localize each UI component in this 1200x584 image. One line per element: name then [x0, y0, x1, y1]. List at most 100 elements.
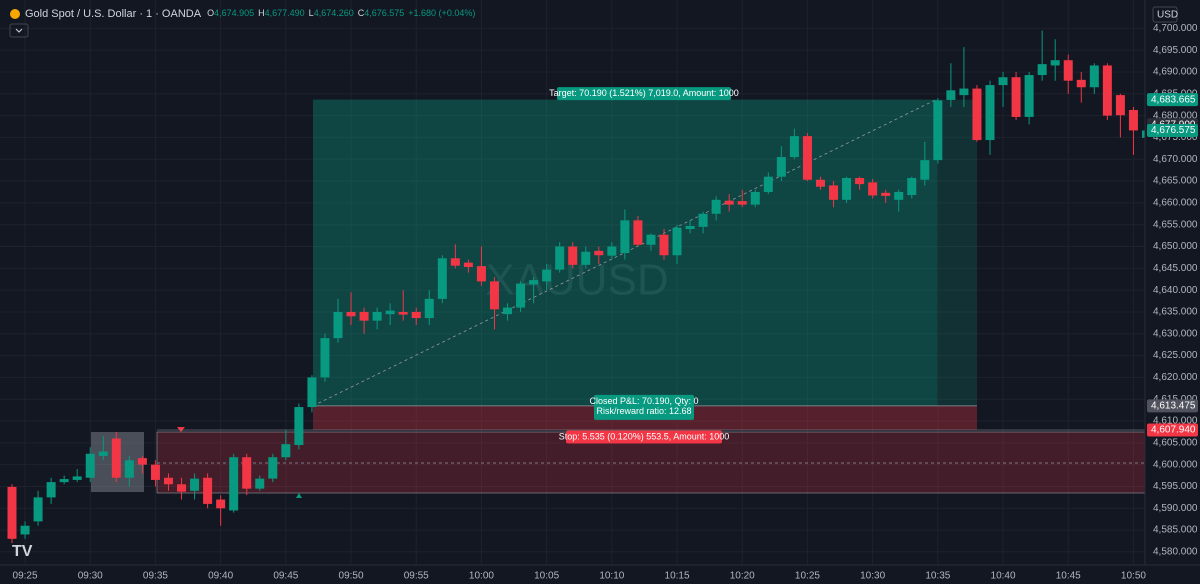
y-tick-label: 4,635.000 — [1153, 307, 1198, 318]
candle-body — [216, 499, 226, 509]
x-tick-label: 09:35 — [143, 571, 168, 582]
candle-body — [398, 311, 408, 315]
header: Gold Spot / U.S. Dollar · 1 · OANDA O4,67… — [25, 8, 475, 20]
candle-body — [450, 258, 460, 266]
price-badge — [1147, 93, 1198, 107]
candle-body — [359, 311, 369, 321]
candle-body — [555, 246, 565, 270]
x-tick-label: 10:05 — [534, 571, 559, 582]
chevron — [15, 28, 23, 33]
candles — [7, 30, 1151, 544]
x-tick-label: 10:40 — [991, 571, 1016, 582]
candle-body — [307, 377, 317, 408]
candle-body — [242, 457, 252, 489]
x-tick-label: 10:00 — [469, 571, 494, 582]
candle-body — [802, 136, 812, 180]
currency: USD — [1157, 10, 1178, 21]
candle-body — [568, 246, 578, 265]
candle-body — [72, 476, 82, 480]
candle-body — [320, 338, 330, 378]
x-tick-label: 09:45 — [273, 571, 298, 582]
price-badge — [1147, 399, 1198, 413]
x-tick-label: 10:15 — [665, 571, 690, 582]
candle-body — [985, 85, 995, 141]
candle-body — [776, 157, 786, 177]
candle-body — [789, 136, 799, 158]
candle-body — [7, 486, 17, 539]
x-tick-label: 10:45 — [1056, 571, 1081, 582]
candle-body — [346, 311, 356, 317]
candle-body — [124, 460, 134, 478]
candle-body — [294, 407, 304, 446]
candle-body — [203, 477, 213, 504]
candle-body — [685, 226, 695, 230]
legend-key: O — [207, 8, 214, 18]
candle-body — [855, 178, 865, 185]
y-tick-label: 4,655.000 — [1153, 219, 1198, 230]
x-tick-label: 09:30 — [78, 571, 103, 582]
candle-body — [385, 310, 395, 315]
y-tick-label: 4,680.000 — [1153, 110, 1198, 121]
candle-body — [698, 213, 708, 227]
candle-body — [907, 178, 917, 196]
symbol-icon — [10, 9, 20, 19]
candle-body — [1024, 75, 1034, 117]
legend-change: +1.680 (+0.04%) — [408, 8, 475, 18]
candle-body — [646, 234, 656, 245]
candle-body — [1089, 65, 1099, 88]
price-badge-label: 4,683.665 — [1151, 94, 1196, 105]
trade-path — [312, 99, 937, 407]
price-badge — [1147, 423, 1198, 437]
marker — [177, 427, 185, 432]
candle-body — [150, 464, 160, 480]
y-tick-label: 4,700.000 — [1153, 23, 1198, 34]
candle-body — [581, 251, 591, 265]
candle-body — [542, 269, 552, 282]
candle-body — [163, 477, 173, 485]
candle-body — [1102, 65, 1112, 116]
candle-body — [137, 458, 147, 465]
legend-value: 4,674.260 — [314, 8, 354, 18]
legend-key: L — [309, 8, 314, 18]
y-tick-label: 4,590.000 — [1153, 503, 1198, 514]
symbol: Gold Spot / U.S. Dollar · 1 · OANDA — [25, 8, 202, 20]
candle-body — [229, 457, 239, 511]
y-tick-label: 4,600.000 — [1153, 459, 1198, 470]
candle-body — [933, 100, 943, 161]
x-tick-label: 10:25 — [795, 571, 820, 582]
candle-body — [333, 311, 343, 339]
candle-body — [607, 246, 617, 256]
candle-body — [972, 88, 982, 141]
x-tick-label: 10:50 — [1121, 571, 1146, 582]
candle-body — [33, 497, 43, 522]
currency-button[interactable] — [1152, 6, 1178, 23]
y-tick-label: 4,615.000 — [1153, 394, 1198, 405]
candle-body — [503, 307, 513, 315]
y-tick-label: 4,580.000 — [1153, 547, 1198, 558]
candle-body — [85, 453, 95, 478]
candle-body — [424, 298, 434, 319]
y-tick-label: 4,610.000 — [1153, 416, 1198, 427]
candle-body — [633, 220, 643, 245]
stop-label-bg — [566, 430, 722, 444]
y-tick-label: 4,595.000 — [1153, 481, 1198, 492]
price-badge-label: 4,676.575 — [1151, 125, 1196, 136]
candle-body — [190, 478, 200, 491]
candle-body — [255, 478, 265, 489]
candle-body — [1011, 77, 1021, 117]
candle-body — [672, 227, 682, 256]
candle-body — [1128, 109, 1138, 131]
candle-body — [111, 438, 121, 478]
candle-body — [268, 457, 278, 479]
candle-body — [946, 90, 956, 100]
candle-body — [1037, 64, 1047, 76]
y-tick-label: 4,630.000 — [1153, 328, 1198, 339]
legend-value: 4,674.905 — [214, 8, 254, 18]
candle-body — [1115, 95, 1125, 116]
y-tick-label: 4,650.000 — [1153, 241, 1198, 252]
target-label: Target: 70.190 (1.521%) 7,019.0, Amount:… — [549, 88, 739, 98]
legend-key: C — [358, 8, 365, 18]
legend-key: H — [258, 8, 265, 18]
collapse-button[interactable] — [9, 23, 29, 38]
